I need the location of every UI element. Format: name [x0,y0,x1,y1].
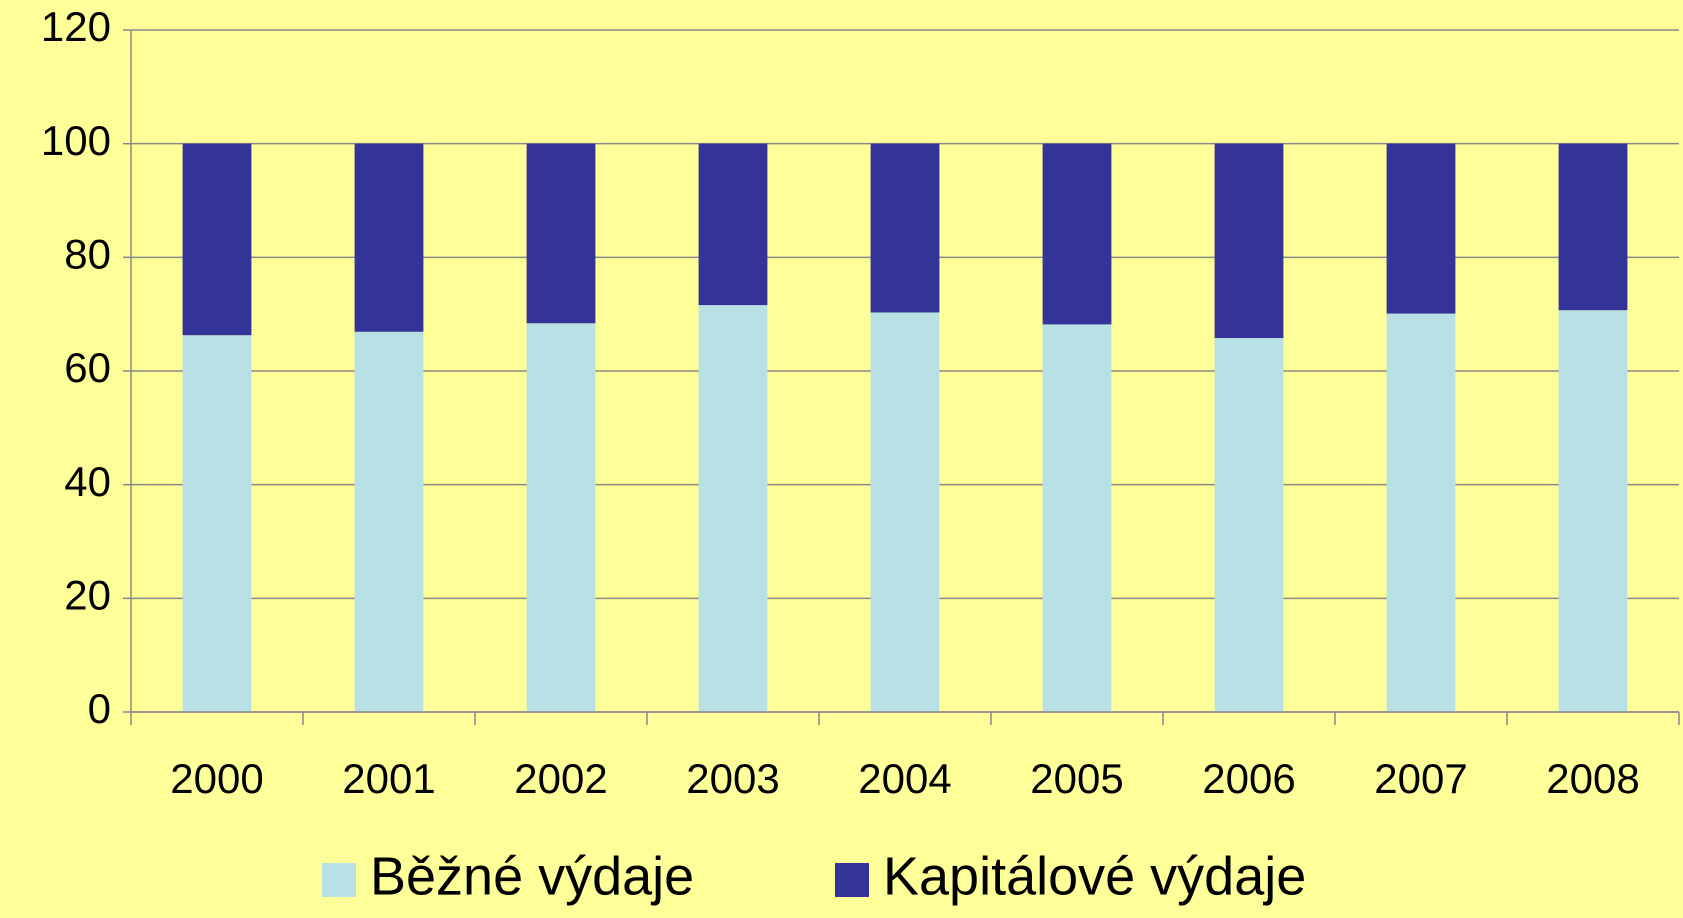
x-tick-label: 2005 [1030,755,1123,802]
legend-swatch [322,863,356,897]
bar-segment [182,143,252,336]
x-tick-label: 2007 [1374,755,1467,802]
y-tick-label: 100 [41,117,111,164]
bar-segment [1558,310,1628,712]
bar-segment [354,143,424,332]
bar-segment [1042,143,1112,325]
y-tick-label: 80 [64,230,111,277]
x-tick-label: 2004 [858,755,951,802]
x-tick-label: 2006 [1202,755,1295,802]
y-tick-label: 20 [64,571,111,618]
x-tick-label: 2002 [514,755,607,802]
bar-segment [1558,143,1628,311]
y-tick-label: 40 [64,458,111,505]
x-tick-label: 2008 [1546,755,1639,802]
bar-segment [1386,313,1456,712]
y-tick-label: 120 [41,3,111,50]
y-tick-label: 60 [64,344,111,391]
bar-segment [1042,324,1112,712]
x-tick-label: 2003 [686,755,779,802]
y-tick-label: 0 [88,685,111,732]
legend-label: Kapitálové výdaje [883,846,1306,906]
bar-segment [182,335,252,712]
bar-segment [526,143,596,324]
bar-segment [870,312,940,712]
x-tick-label: 2001 [342,755,435,802]
bar-segment [1386,143,1456,314]
legend-label: Běžné výdaje [370,846,694,906]
bar-segment [698,143,768,306]
bar-segment [354,331,424,712]
bar-segment [1214,143,1284,339]
bar-segment [698,305,768,712]
legend-swatch [835,863,869,897]
bar-segment [870,143,940,313]
x-tick-label: 2000 [170,755,263,802]
bar-segment [526,323,596,712]
bar-segment [1214,338,1284,712]
